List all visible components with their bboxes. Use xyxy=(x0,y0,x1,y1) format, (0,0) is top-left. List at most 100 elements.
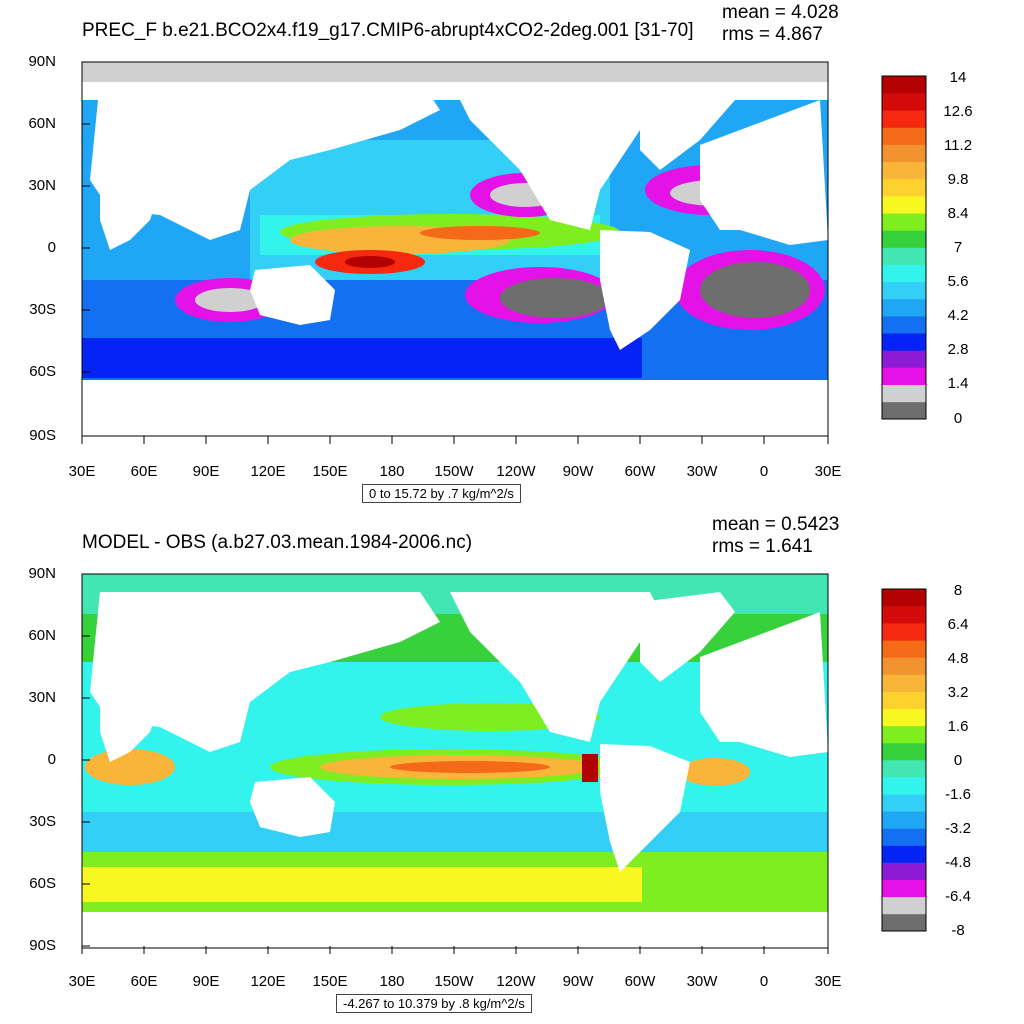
colorbar-swatch xyxy=(882,777,926,795)
colorbar-swatch xyxy=(882,384,926,403)
colorbar-swatch xyxy=(882,350,926,368)
lat-label: 90N xyxy=(28,53,56,70)
lon-label: 120W xyxy=(496,973,536,990)
colorbar xyxy=(881,588,927,932)
colorbar-swatch xyxy=(882,264,926,283)
lon-label: 150E xyxy=(312,973,348,990)
plot-frame xyxy=(81,573,829,949)
colorbar-label: 0 xyxy=(953,410,963,427)
lon-label: 180 xyxy=(379,973,405,990)
colorbar-label: 8.4 xyxy=(947,205,969,222)
contour-info-box: -4.267 to 10.379 by .8 kg/m^2/s xyxy=(336,994,532,1013)
difference-map-panel: MODEL - OBS (a.b27.03.mean.1984-2006.nc)… xyxy=(0,512,1024,1024)
colorbar-swatch xyxy=(882,589,926,607)
lat-label: 60S xyxy=(29,363,56,380)
axis-ticks xyxy=(81,573,829,954)
colorbar-swatch xyxy=(882,742,926,761)
colorbar-label: 6.4 xyxy=(947,616,969,633)
arctic-band xyxy=(82,62,828,82)
land-mask xyxy=(82,592,828,948)
lat-label: 30S xyxy=(29,301,56,318)
colorbar-frame xyxy=(881,75,927,420)
plot-frame xyxy=(81,61,829,437)
lon-label: 150W xyxy=(434,973,474,990)
lon-label: 60W xyxy=(624,973,656,990)
colorbar-swatch xyxy=(882,862,926,880)
colorbar-swatch xyxy=(882,401,926,420)
colorbar-label: 3.2 xyxy=(947,684,969,701)
lon-label: 30E xyxy=(68,463,96,480)
lon-label: 60W xyxy=(624,463,656,480)
colorbar-swatch xyxy=(882,674,926,692)
contour-info-box: 0 to 15.72 by .7 kg/m^2/s xyxy=(362,484,521,503)
lon-label: 120W xyxy=(496,463,536,480)
rms-value: rms = 4.867 xyxy=(722,24,823,45)
colorbar-swatch xyxy=(882,144,926,163)
colorbar-swatch xyxy=(882,298,926,317)
colorbar-swatch xyxy=(882,367,926,385)
colorbar-swatch xyxy=(882,247,926,265)
colorbar-swatch xyxy=(882,196,926,214)
colorbar-swatch xyxy=(882,213,926,231)
colorbar-swatch xyxy=(882,811,926,829)
lon-label: 30E xyxy=(814,973,842,990)
colorbar-swatch xyxy=(882,879,926,898)
colorbar-swatch xyxy=(882,828,926,846)
colorbar-label: 2.8 xyxy=(947,341,969,358)
rms-value: rms = 1.641 xyxy=(712,536,813,557)
colorbar-label: -6.4 xyxy=(945,888,971,905)
lon-label: 60E xyxy=(130,463,158,480)
panel-title: PREC_F b.e21.BCO2x4.f19_g17.CMIP6-abrupt… xyxy=(82,20,694,41)
colorbar-swatch xyxy=(882,691,926,709)
land-mask xyxy=(82,80,828,436)
lat-label: 60N xyxy=(28,115,56,132)
colorbar-swatch xyxy=(882,606,926,624)
lon-label: 90W xyxy=(562,463,594,480)
precipitation-map-panel: PREC_F b.e21.BCO2x4.f19_g17.CMIP6-abrupt… xyxy=(28,2,973,503)
colorbar-swatch xyxy=(882,333,926,351)
colorbar-label: 11.2 xyxy=(943,137,973,154)
colorbar-swatch xyxy=(882,845,926,863)
lat-label: 90S xyxy=(29,427,56,444)
lon-label: 90E xyxy=(192,463,220,480)
lon-label: 180 xyxy=(379,463,405,480)
lat-label: 60N xyxy=(28,627,56,644)
colorbar-frame xyxy=(881,588,927,932)
lon-label: 60E xyxy=(130,973,158,990)
lat-label: 0 xyxy=(47,239,56,256)
colorbar-swatch xyxy=(882,110,926,128)
colorbar-label: -8 xyxy=(951,922,965,939)
colorbar-swatch xyxy=(882,281,926,300)
lon-label: 150E xyxy=(312,463,348,480)
colorbar-swatch xyxy=(882,640,926,658)
colorbar-swatch xyxy=(882,127,926,145)
lon-label: 120E xyxy=(250,973,286,990)
lon-label: 0 xyxy=(759,973,769,990)
lat-label: 0 xyxy=(47,751,56,768)
lat-label: 30N xyxy=(28,177,56,194)
colorbar-swatch xyxy=(882,76,926,94)
lon-label: 30W xyxy=(686,973,718,990)
colorbar-swatch xyxy=(882,896,926,915)
lon-label: 30W xyxy=(686,463,718,480)
colorbar-label: 8 xyxy=(953,582,963,599)
colorbar-label: -3.2 xyxy=(945,820,971,837)
lat-label: 30N xyxy=(28,689,56,706)
colorbar-label: 14 xyxy=(949,69,967,86)
lat-label: 60S xyxy=(29,875,56,892)
colorbar-swatch xyxy=(882,93,926,111)
lon-label: 120E xyxy=(250,463,286,480)
lon-label: 30E xyxy=(68,973,96,990)
colorbar-swatch xyxy=(882,657,926,675)
lat-label: 90N xyxy=(28,565,56,582)
colorbar-label: 0 xyxy=(953,752,963,769)
colorbar-label: 7 xyxy=(953,239,963,256)
colorbar-label: 12.6 xyxy=(943,103,973,120)
colorbar xyxy=(881,75,927,420)
colorbar-swatch xyxy=(882,230,926,248)
lon-label: 0 xyxy=(759,463,769,480)
colorbar-label: 4.8 xyxy=(947,650,969,667)
colorbar-swatch xyxy=(882,725,926,744)
colorbar-label: 4.2 xyxy=(947,307,969,324)
colorbar-label: -4.8 xyxy=(945,854,971,871)
